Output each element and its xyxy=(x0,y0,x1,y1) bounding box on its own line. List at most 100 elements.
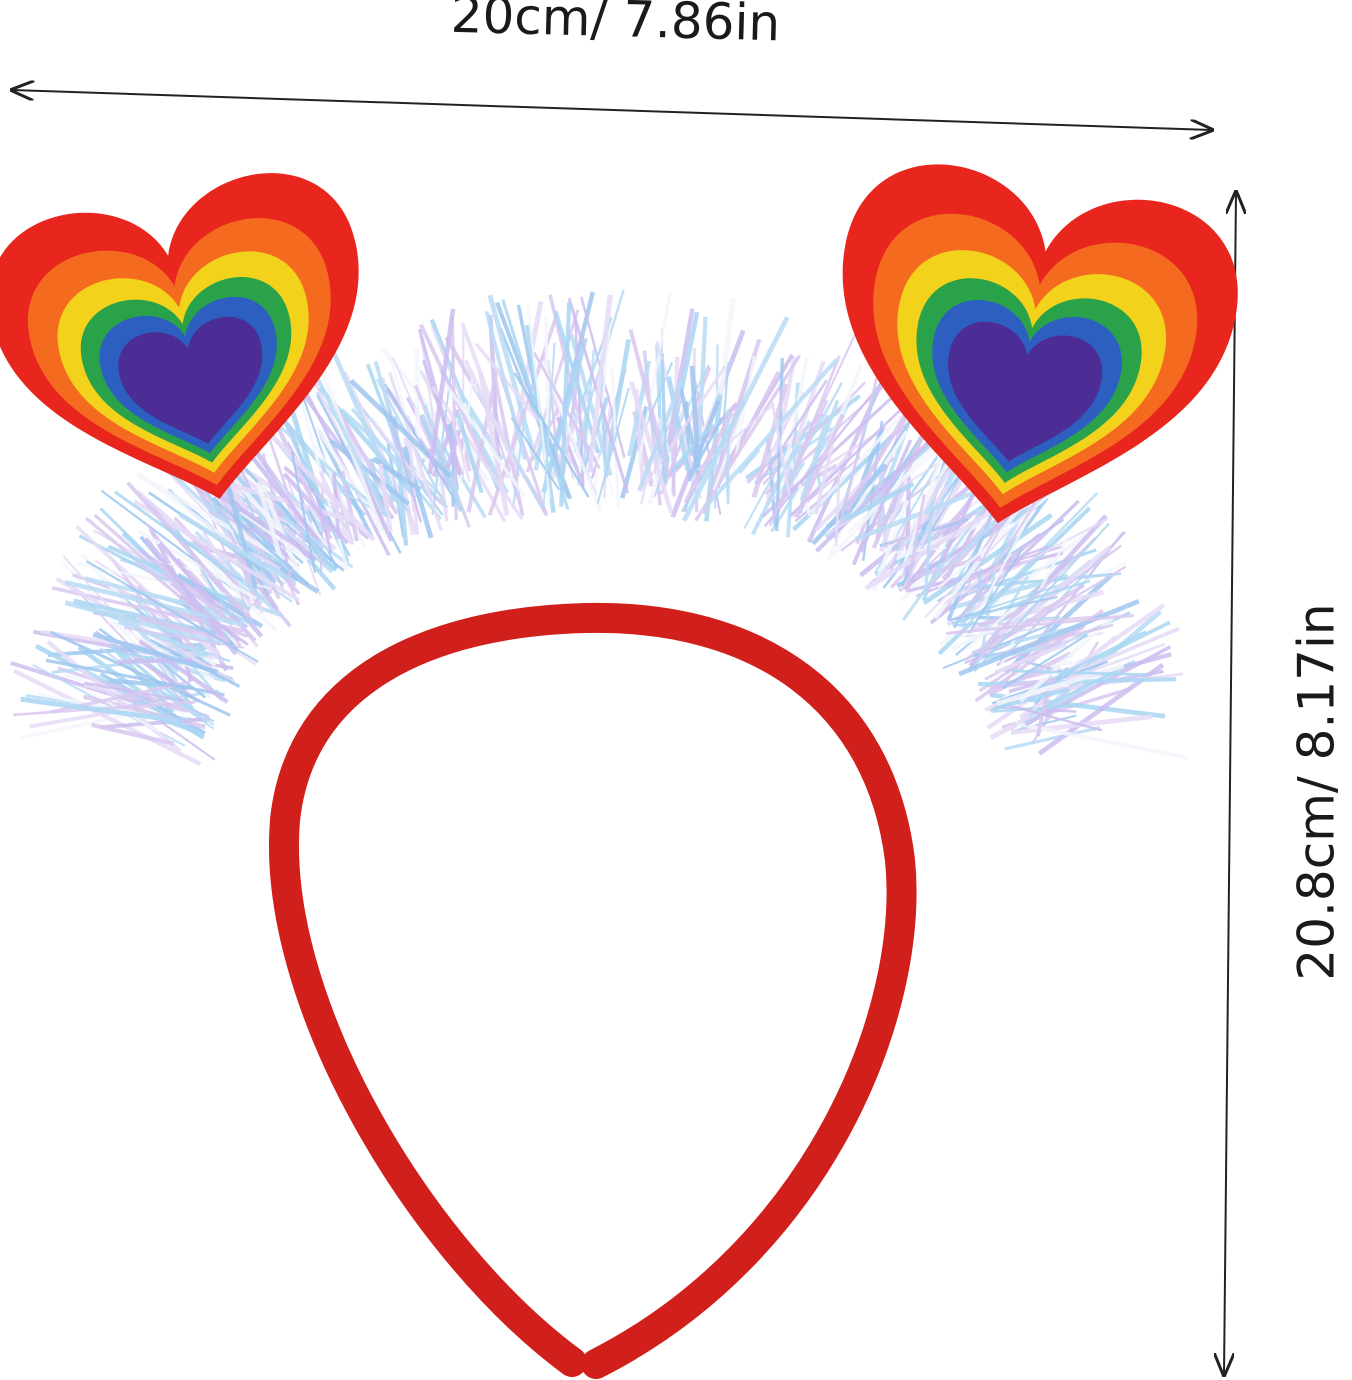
tinsel-strand xyxy=(966,517,1109,595)
tinsel-strand xyxy=(958,598,1140,677)
tinsel-strand xyxy=(513,372,590,498)
tinsel-strand xyxy=(84,681,186,702)
tinsel-strand xyxy=(845,481,915,521)
tinsel-strand xyxy=(123,626,245,649)
tinsel-strand xyxy=(834,469,841,546)
tinsel-strand xyxy=(670,423,676,497)
tinsel-strand xyxy=(1004,726,1101,751)
tinsel-strand xyxy=(140,678,215,723)
tinsel-strand xyxy=(904,475,911,589)
tinsel-strand xyxy=(510,416,560,491)
tinsel-strand xyxy=(976,568,983,594)
tinsel-strand xyxy=(750,443,800,536)
tinsel-strand xyxy=(628,328,672,479)
tinsel-strand xyxy=(878,483,908,553)
tinsel-strand xyxy=(402,446,434,539)
tinsel-strand xyxy=(951,579,1091,625)
tinsel-strand xyxy=(85,560,259,663)
tinsel-strand xyxy=(143,536,238,656)
tinsel-strand xyxy=(637,377,685,492)
tinsel-strand xyxy=(422,359,464,476)
tinsel-strand xyxy=(91,722,175,746)
tinsel-strand xyxy=(573,315,585,488)
tinsel-strand xyxy=(994,642,1068,675)
tinsel-strand xyxy=(431,385,524,521)
tinsel-strand xyxy=(131,594,223,702)
tinsel-strand xyxy=(156,658,207,699)
tinsel-strand xyxy=(770,402,791,496)
height-label: 20.8cm/ 8.17in xyxy=(1288,603,1346,980)
tinsel-strand xyxy=(414,348,421,487)
tinsel-strand xyxy=(751,383,789,498)
tinsel-strand xyxy=(114,490,245,584)
tinsel-strand xyxy=(423,404,459,493)
tinsel-strand xyxy=(13,668,202,766)
tinsel-strand xyxy=(881,509,987,548)
tinsel-strand xyxy=(150,556,235,627)
tinsel-strand xyxy=(343,371,419,533)
tinsel-strand xyxy=(980,566,997,653)
tinsel-strand xyxy=(148,685,215,726)
tinsel-strand xyxy=(789,389,922,518)
tinsel-strand xyxy=(998,701,1103,732)
tinsel-strand xyxy=(689,365,701,468)
tinsel-strand xyxy=(202,557,278,633)
tinsel-strand xyxy=(459,438,472,472)
tinsel-strand xyxy=(232,483,358,525)
tinsel-strand xyxy=(1001,633,1088,690)
tinsel-strand xyxy=(891,546,954,554)
tinsel-strand xyxy=(137,529,258,600)
width-arrow xyxy=(12,90,1212,130)
tinsel-strand xyxy=(328,345,406,516)
tinsel-strand xyxy=(1011,669,1147,677)
tinsel-strand xyxy=(20,696,184,724)
tinsel-strand xyxy=(1015,714,1077,732)
tinsel-strand xyxy=(915,545,1049,598)
tinsel-strand xyxy=(839,351,885,524)
tinsel-strand xyxy=(100,489,251,603)
tinsel-strand xyxy=(814,479,866,532)
tinsel-strand xyxy=(794,413,846,519)
tinsel-strand xyxy=(531,368,562,458)
tinsel-strand xyxy=(282,472,350,545)
headband xyxy=(268,602,917,1379)
tinsel-strand xyxy=(440,377,526,498)
tinsel-strand xyxy=(340,408,437,497)
tinsel-strand xyxy=(959,484,1048,621)
tinsel-strand xyxy=(1000,687,1070,709)
tinsel-strand xyxy=(1024,645,1172,727)
tinsel-strand xyxy=(994,565,1127,646)
tinsel-strand xyxy=(83,576,233,617)
tinsel-strand xyxy=(185,595,241,643)
tinsel-strand xyxy=(780,381,844,493)
tinsel-strand xyxy=(681,316,790,522)
tinsel-strand xyxy=(206,485,305,552)
tinsel-strand xyxy=(814,443,835,515)
tinsel-strand xyxy=(628,380,674,514)
tinsel-strand xyxy=(783,333,857,486)
tinsel-strand xyxy=(50,630,231,717)
tinsel-strand xyxy=(596,387,630,504)
tinsel-strand xyxy=(559,302,572,507)
tinsel xyxy=(10,289,1189,766)
tinsel-strand xyxy=(670,422,714,473)
tinsel-strand xyxy=(810,396,920,515)
tinsel-strand xyxy=(450,415,471,483)
tinsel-strand xyxy=(937,506,1092,656)
tinsel-strand xyxy=(384,383,458,504)
tinsel-strand xyxy=(587,294,613,473)
tinsel-strand xyxy=(637,291,672,464)
tinsel-strand xyxy=(178,512,280,578)
tinsel-strand xyxy=(553,310,601,454)
tinsel-strand xyxy=(64,600,222,646)
tinsel-strand xyxy=(1018,606,1125,703)
tinsel-strand xyxy=(511,413,527,509)
tinsel-strand xyxy=(484,310,527,460)
tinsel-strand xyxy=(377,463,393,533)
tinsel-strand xyxy=(1015,721,1189,760)
tinsel-strand xyxy=(768,399,829,527)
tinsel-strand xyxy=(888,511,912,576)
tinsel-strand xyxy=(318,470,353,545)
tinsel-strand xyxy=(387,409,423,523)
tinsel-strand xyxy=(455,412,484,494)
